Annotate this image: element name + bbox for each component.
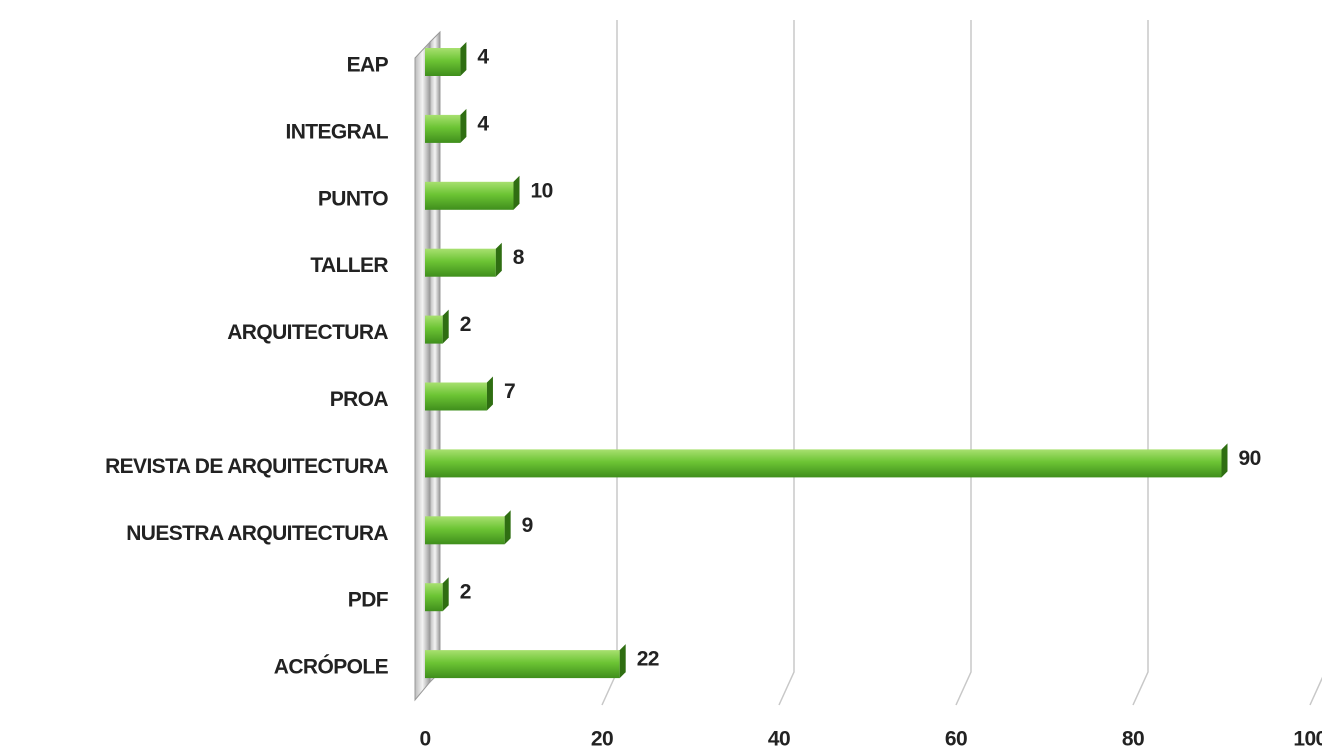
data-label: 2 bbox=[460, 581, 471, 604]
bar-end bbox=[442, 577, 449, 612]
y-tick-label: TALLER bbox=[310, 254, 388, 277]
bar-end bbox=[504, 510, 511, 545]
bar-end bbox=[495, 242, 502, 277]
bar-end bbox=[486, 376, 493, 411]
x-tick-label: 80 bbox=[1122, 728, 1144, 751]
y-tick-label: EAP bbox=[347, 54, 389, 77]
grid-line bbox=[601, 20, 618, 706]
y-tick-label: PUNTO bbox=[318, 187, 388, 210]
bar bbox=[425, 114, 461, 143]
y-tick-label: PROA bbox=[330, 388, 389, 411]
bar bbox=[425, 315, 443, 344]
x-tick-label: 0 bbox=[419, 728, 430, 751]
data-label: 9 bbox=[522, 514, 533, 537]
bar bbox=[425, 583, 443, 612]
grid-line bbox=[778, 20, 795, 706]
y-tick-label: REVISTA DE ARQUITECTURA bbox=[105, 455, 388, 478]
data-label: 22 bbox=[637, 648, 659, 671]
grid-line bbox=[955, 20, 972, 706]
bar bbox=[425, 248, 496, 277]
y-tick-label: ARQUITECTURA bbox=[227, 321, 388, 344]
data-label: 90 bbox=[1239, 447, 1261, 470]
bar-end bbox=[460, 108, 467, 143]
y-tick-label: NUESTRA ARQUITECTURA bbox=[126, 522, 388, 545]
bar bbox=[425, 48, 461, 76]
bar-end bbox=[619, 644, 626, 679]
bar-end bbox=[1221, 443, 1228, 478]
x-tick-label: 60 bbox=[945, 728, 967, 751]
data-label: 8 bbox=[513, 246, 525, 269]
bar-end bbox=[513, 175, 520, 210]
data-label: 7 bbox=[504, 380, 515, 403]
x-tick-label: 20 bbox=[591, 728, 613, 751]
data-label: 10 bbox=[531, 179, 553, 202]
bar bbox=[425, 650, 620, 679]
y-tick-label: PDF bbox=[348, 589, 389, 612]
data-label: 4 bbox=[477, 112, 489, 135]
y-tick-label: ACRÓPOLE bbox=[274, 655, 389, 679]
grid-line bbox=[1309, 676, 1322, 706]
bar bbox=[425, 449, 1222, 478]
data-label: 2 bbox=[460, 313, 471, 336]
data-label: 4 bbox=[477, 46, 489, 69]
bar-end bbox=[442, 309, 449, 344]
bar bbox=[425, 382, 487, 411]
y-tick-label: INTEGRAL bbox=[285, 120, 388, 143]
bar bbox=[425, 516, 505, 545]
grid-line bbox=[1132, 20, 1149, 706]
x-tick-label: 40 bbox=[768, 728, 790, 751]
bar-end bbox=[460, 42, 467, 76]
bar bbox=[425, 181, 514, 210]
x-tick-label: 100 bbox=[1293, 728, 1322, 751]
